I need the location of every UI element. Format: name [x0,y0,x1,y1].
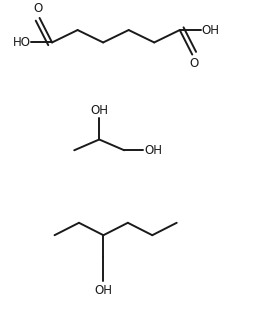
Text: OH: OH [94,284,112,296]
Text: OH: OH [201,24,219,37]
Text: OH: OH [144,144,162,157]
Text: O: O [189,57,198,70]
Text: HO: HO [13,36,31,49]
Text: OH: OH [90,104,108,116]
Text: O: O [33,2,43,15]
